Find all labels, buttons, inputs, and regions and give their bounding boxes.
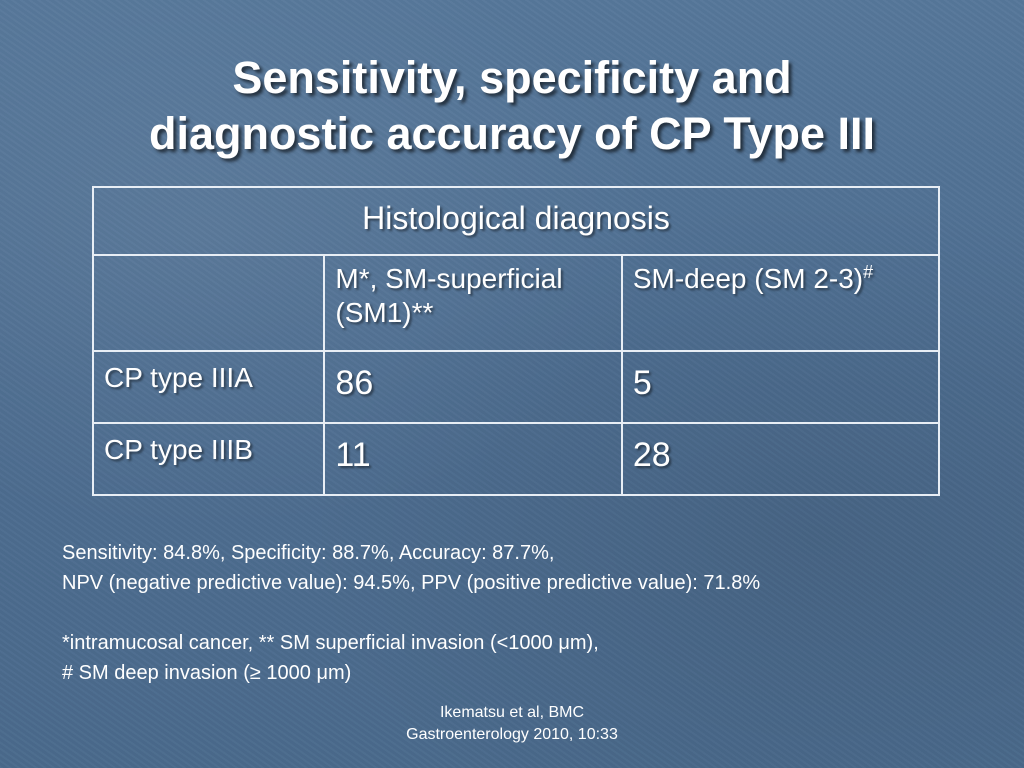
col-heading-m-sm-superficial-line-1: M*, SM-superficial bbox=[335, 263, 563, 294]
empty-corner-cell bbox=[91, 254, 326, 352]
histological-diagnosis-header: Histological diagnosis bbox=[92, 186, 940, 256]
statistics-notes: Sensitivity: 84.8%, Specificity: 88.7%, … bbox=[62, 538, 1002, 688]
table-row: CP type IIIB 11 28 bbox=[91, 422, 941, 496]
notes-spacer bbox=[62, 598, 1002, 628]
col-heading-sm-deep-superscript: # bbox=[863, 262, 874, 282]
row-label-cp-type-iiib: CP type IIIB bbox=[91, 422, 326, 496]
statistics-line-2: NPV (negative predictive value): 94.5%, … bbox=[62, 572, 761, 594]
row-label-cp-type-iiia: CP type IIIA bbox=[91, 350, 326, 424]
citation-line-1: Ikematsu et al, BMC bbox=[439, 704, 585, 721]
table-row: CP type IIIA 86 5 bbox=[91, 350, 941, 424]
slide-title-line-1: Sensitivity, specificity and bbox=[232, 52, 792, 103]
footnote-line-2: # SM deep invasion (≥ 1000 μm) bbox=[62, 662, 352, 684]
diagnosis-table: Histological diagnosis M*, SM-superficia… bbox=[91, 186, 941, 496]
cell-iiia-m-sm-superficial: 86 bbox=[323, 350, 623, 424]
statistics-line-1: Sensitivity: 84.8%, Specificity: 88.7%, … bbox=[62, 542, 555, 564]
cell-iiib-sm-deep: 28 bbox=[620, 422, 941, 496]
citation-line-2: Gastroenterology 2010, 10:33 bbox=[406, 726, 618, 743]
col-heading-m-sm-superficial: M*, SM-superficial (SM1)** bbox=[323, 254, 623, 352]
table-subheader-row: M*, SM-superficial (SM1)** SM-deep (SM 2… bbox=[91, 254, 941, 352]
col-heading-m-sm-superficial-line-2: (SM1)** bbox=[335, 297, 434, 328]
cell-iiib-m-sm-superficial: 11 bbox=[323, 422, 623, 496]
col-heading-sm-deep: SM-deep (SM 2-3)# bbox=[620, 254, 941, 352]
slide-title: Sensitivity, specificity and diagnostic … bbox=[0, 50, 1024, 162]
cell-iiia-sm-deep: 5 bbox=[620, 350, 941, 424]
citation: Ikematsu et al, BMC Gastroenterology 201… bbox=[362, 702, 662, 746]
col-heading-sm-deep-text: SM-deep (SM 2-3) bbox=[632, 263, 864, 294]
footnote-line-1: *intramucosal cancer, ** SM superficial … bbox=[62, 632, 599, 654]
table-header-row: Histological diagnosis bbox=[92, 186, 940, 256]
slide-title-line-2: diagnostic accuracy of CP Type III bbox=[148, 108, 876, 159]
